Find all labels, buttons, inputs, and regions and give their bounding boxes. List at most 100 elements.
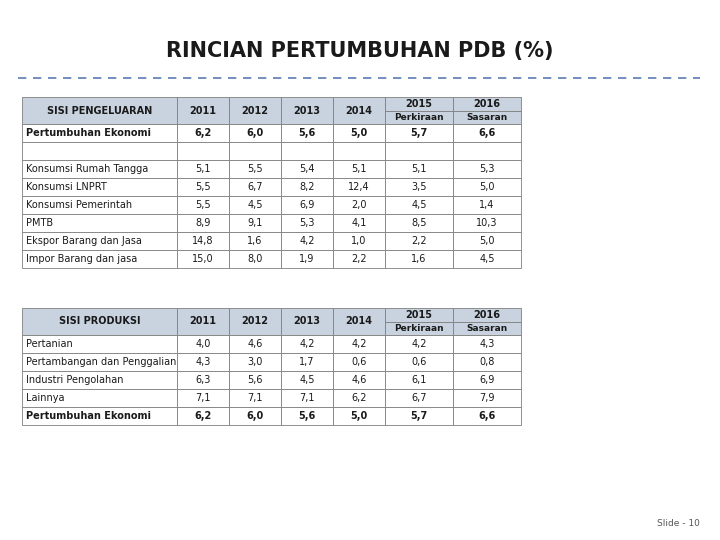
Text: 2014: 2014 (346, 316, 372, 326)
Bar (385, 232, 453, 250)
Text: 4,1: 4,1 (351, 218, 366, 228)
Bar (22, 196, 177, 214)
Text: 4,6: 4,6 (247, 339, 263, 349)
Text: Pertumbuhan Ekonomi: Pertumbuhan Ekonomi (26, 128, 151, 138)
Bar (177, 407, 229, 425)
Bar (385, 250, 453, 268)
Text: 15,0: 15,0 (192, 254, 214, 264)
Bar (177, 142, 229, 160)
Bar (281, 160, 333, 178)
Text: 4,2: 4,2 (300, 339, 315, 349)
Bar (453, 407, 521, 425)
Bar (22, 308, 177, 335)
Bar (22, 232, 177, 250)
Bar (453, 308, 521, 322)
Bar (453, 97, 521, 111)
Text: 5,0: 5,0 (351, 411, 368, 421)
Text: Pertumbuhan Ekonomi: Pertumbuhan Ekonomi (26, 411, 151, 421)
Bar (22, 97, 177, 124)
Bar (281, 97, 333, 124)
Text: Pertambangan dan Penggalian: Pertambangan dan Penggalian (26, 357, 176, 367)
Bar (333, 407, 385, 425)
Bar (333, 124, 385, 142)
Bar (385, 142, 453, 160)
Bar (385, 160, 453, 178)
Text: 6,7: 6,7 (247, 182, 263, 192)
Bar (229, 250, 281, 268)
Text: 6,6: 6,6 (478, 128, 495, 138)
Bar (385, 335, 453, 353)
Text: 2,2: 2,2 (411, 236, 427, 246)
Text: 5,7: 5,7 (410, 411, 428, 421)
Text: PMTB: PMTB (26, 218, 53, 228)
Text: Konsumsi Rumah Tangga: Konsumsi Rumah Tangga (26, 164, 148, 174)
Text: 2013: 2013 (294, 106, 320, 116)
Text: 4,5: 4,5 (247, 200, 263, 210)
Text: 7,9: 7,9 (480, 393, 495, 403)
Text: 5,0: 5,0 (480, 236, 495, 246)
Bar (281, 214, 333, 232)
Bar (281, 407, 333, 425)
Text: Sasaran: Sasaran (467, 113, 508, 122)
Bar (453, 111, 521, 124)
Text: Konsumsi Pemerintah: Konsumsi Pemerintah (26, 200, 132, 210)
Bar (281, 232, 333, 250)
Bar (333, 250, 385, 268)
Text: 1,7: 1,7 (300, 357, 315, 367)
Text: 5,6: 5,6 (247, 375, 263, 385)
Text: 2015: 2015 (405, 310, 433, 320)
Text: 8,2: 8,2 (300, 182, 315, 192)
Bar (229, 196, 281, 214)
Bar (453, 124, 521, 142)
Bar (333, 97, 385, 124)
Text: 6,7: 6,7 (411, 393, 427, 403)
Text: 2011: 2011 (189, 106, 217, 116)
Bar (177, 160, 229, 178)
Text: 4,3: 4,3 (195, 357, 211, 367)
Text: 5,1: 5,1 (411, 164, 427, 174)
Text: Industri Pengolahan: Industri Pengolahan (26, 375, 124, 385)
Text: 12,4: 12,4 (348, 182, 370, 192)
Bar (229, 214, 281, 232)
Text: 6,6: 6,6 (478, 411, 495, 421)
Text: RINCIAN PERTUMBUHAN PDB (%): RINCIAN PERTUMBUHAN PDB (%) (166, 41, 554, 62)
Bar (177, 196, 229, 214)
Bar (333, 353, 385, 371)
Text: Konsumsi LNPRT: Konsumsi LNPRT (26, 182, 107, 192)
Bar (385, 111, 453, 124)
Bar (229, 353, 281, 371)
Text: 5,4: 5,4 (300, 164, 315, 174)
Bar (22, 335, 177, 353)
Text: 6,9: 6,9 (300, 200, 315, 210)
Text: 4,0: 4,0 (195, 339, 211, 349)
Text: 5,5: 5,5 (195, 200, 211, 210)
Text: 4,2: 4,2 (300, 236, 315, 246)
Bar (333, 335, 385, 353)
Text: 6,2: 6,2 (194, 411, 212, 421)
Text: 8,0: 8,0 (247, 254, 263, 264)
Bar (385, 178, 453, 196)
Text: 5,6: 5,6 (298, 128, 315, 138)
Bar (177, 308, 229, 335)
Text: 3,5: 3,5 (411, 182, 427, 192)
Text: Pertanian: Pertanian (26, 339, 73, 349)
Text: Ekspor Barang dan Jasa: Ekspor Barang dan Jasa (26, 236, 142, 246)
Text: Slide - 10: Slide - 10 (657, 519, 700, 528)
Text: 9,1: 9,1 (247, 218, 263, 228)
Bar (281, 335, 333, 353)
Bar (333, 178, 385, 196)
Bar (229, 142, 281, 160)
Text: 5,7: 5,7 (410, 128, 428, 138)
Text: 6,2: 6,2 (194, 128, 212, 138)
Text: 5,6: 5,6 (298, 411, 315, 421)
Bar (177, 353, 229, 371)
Bar (22, 353, 177, 371)
Text: 6,9: 6,9 (480, 375, 495, 385)
Text: Sasaran: Sasaran (467, 324, 508, 333)
Bar (385, 97, 453, 111)
Bar (177, 97, 229, 124)
Bar (385, 196, 453, 214)
Bar (22, 371, 177, 389)
Bar (229, 97, 281, 124)
Bar (22, 160, 177, 178)
